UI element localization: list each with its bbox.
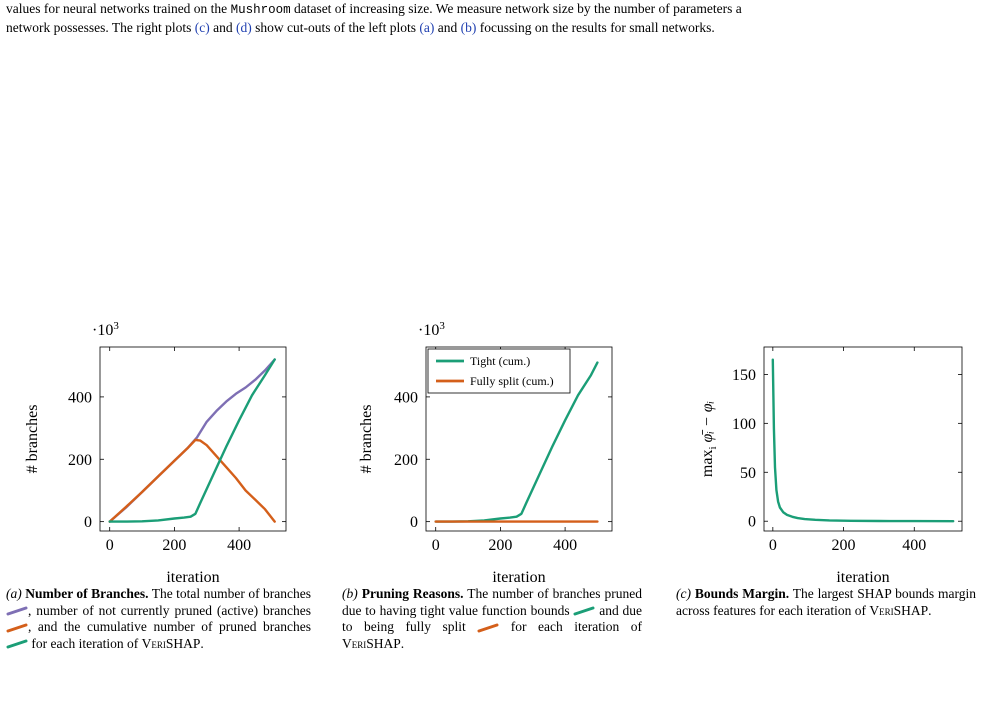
y-tick-label: 0 — [84, 514, 92, 531]
x-axis-label: iteration — [166, 569, 219, 586]
x-tick-label: 200 — [832, 537, 856, 554]
subcaption-text: for each iteration of — [499, 619, 642, 634]
figure-caption-continuation: values for neural networks trained on th… — [6, 0, 981, 36]
series-line — [108, 358, 276, 523]
subcaption-b: (b) Pruning Reasons. The number of branc… — [342, 586, 642, 652]
x-axis-label: iteration — [492, 569, 545, 586]
series-line — [108, 438, 276, 523]
y-tick-label: 0 — [748, 514, 756, 531]
y-tick-label: 0 — [410, 514, 418, 531]
legend-label: Tight (cum.) — [470, 354, 530, 368]
caption-text: show cut-outs of the left plots — [251, 20, 420, 35]
subcaption-text: , number of not currently pruned (active… — [28, 602, 311, 618]
y-axis-label: # branches — [24, 405, 41, 474]
subcaption-title: Pruning Reasons. — [361, 586, 464, 601]
subcaption-a: (a) Number of Branches. The total number… — [6, 586, 311, 652]
method-name: VeriSHAP — [141, 635, 201, 651]
y-tick-label: 150 — [732, 367, 756, 384]
x-tick-label: 400 — [902, 537, 926, 554]
green-line-marker-icon — [573, 606, 595, 616]
x-tick-label: 400 — [227, 537, 251, 554]
legend-box — [427, 348, 571, 394]
subcaption-title: Number of Branches. — [25, 586, 149, 601]
subcaption-end: . — [200, 635, 204, 651]
subcaption-end: . — [928, 602, 932, 618]
x-tick-label: 200 — [488, 537, 512, 554]
green-line-marker-icon — [6, 639, 28, 649]
subcaption-text: The total number of branches — [148, 586, 312, 601]
subcaption-label: (b) — [342, 586, 358, 601]
purple-line-marker-icon — [6, 606, 28, 616]
y-tick-label: 50 — [740, 465, 756, 482]
legend-label: Fully split (cum.) — [470, 374, 554, 388]
method-name: VeriSHAP — [342, 635, 401, 651]
subcaption-label: (c) — [676, 586, 691, 601]
subcaption-text: The number of branches pruned due to hav… — [342, 586, 642, 618]
caption-text: dataset of increasing size. We measure n… — [290, 1, 742, 16]
caption-text: network possesses. The right plots — [6, 20, 195, 35]
ref-link-a[interactable]: (a) — [419, 20, 435, 35]
chart-pruning-reasons: 0 200 400 0 200 400 ·103 iteration # branches Tig… — [358, 320, 613, 586]
dataset-name: Mushroom — [230, 3, 291, 17]
y-tick-label: 200 — [394, 452, 418, 469]
subcaption-text: for each iteration of — [28, 635, 142, 651]
y-multiplier: ·103 — [418, 320, 445, 339]
caption-text: values for neural networks trained on th… — [6, 1, 231, 16]
series-line — [771, 358, 955, 523]
y-multiplier: ·103 — [92, 320, 119, 339]
caption-text: and — [434, 20, 461, 35]
subcaption-label: (a) — [6, 586, 22, 601]
plot-frame — [425, 346, 613, 532]
x-tick-label: 400 — [553, 537, 577, 554]
caption-text: and — [209, 20, 236, 35]
subcaption-text: The largest SHAP bounds margin across fe… — [676, 586, 977, 618]
ref-link-b[interactable]: (b) — [460, 20, 477, 35]
ref-link-d[interactable]: (d) — [235, 20, 252, 35]
x-tick-label: 0 — [432, 537, 440, 554]
x-tick-label: 0 — [106, 537, 114, 554]
subcaption-text: , and the cumulative number of pruned br… — [28, 619, 311, 634]
x-axis-label: iteration — [836, 569, 889, 586]
orange-line-marker-icon — [6, 623, 28, 633]
chart-number-of-branches: 0 200 400 0 200 400 ·103 iteration # branches — [24, 320, 287, 586]
subcaption-end: . — [400, 635, 405, 651]
x-tick-label: 200 — [162, 537, 186, 554]
y-axis-label: maxi φ̄ᵢ − φᵢ — [699, 401, 719, 477]
caption-text: focussing on the results for small netwo… — [476, 20, 715, 35]
y-tick-label: 200 — [68, 452, 92, 469]
plot-frame — [763, 346, 963, 532]
orange-line-marker-icon — [477, 623, 499, 633]
subcaption-title: Bounds Margin. — [694, 586, 790, 601]
x-tick-label: 0 — [769, 537, 777, 554]
y-tick-label: 400 — [68, 389, 92, 406]
plot-frame — [99, 346, 287, 532]
ref-link-c[interactable]: (c) — [194, 20, 210, 35]
y-axis-label: # branches — [358, 405, 375, 474]
subcaption-text: and due to being fully split — [342, 602, 642, 635]
subcaption-c: (c) Bounds Margin. The largest SHAP boun… — [676, 586, 976, 619]
series-line — [108, 358, 276, 523]
y-tick-label: 400 — [394, 389, 418, 406]
chart-bounds-margin: 0 200 400 0 50 100 150 iteration maxi φ̄ᵢ − φᵢ — [699, 346, 963, 586]
y-tick-label: 100 — [732, 416, 756, 433]
method-name: VeriSHAP — [869, 602, 929, 618]
